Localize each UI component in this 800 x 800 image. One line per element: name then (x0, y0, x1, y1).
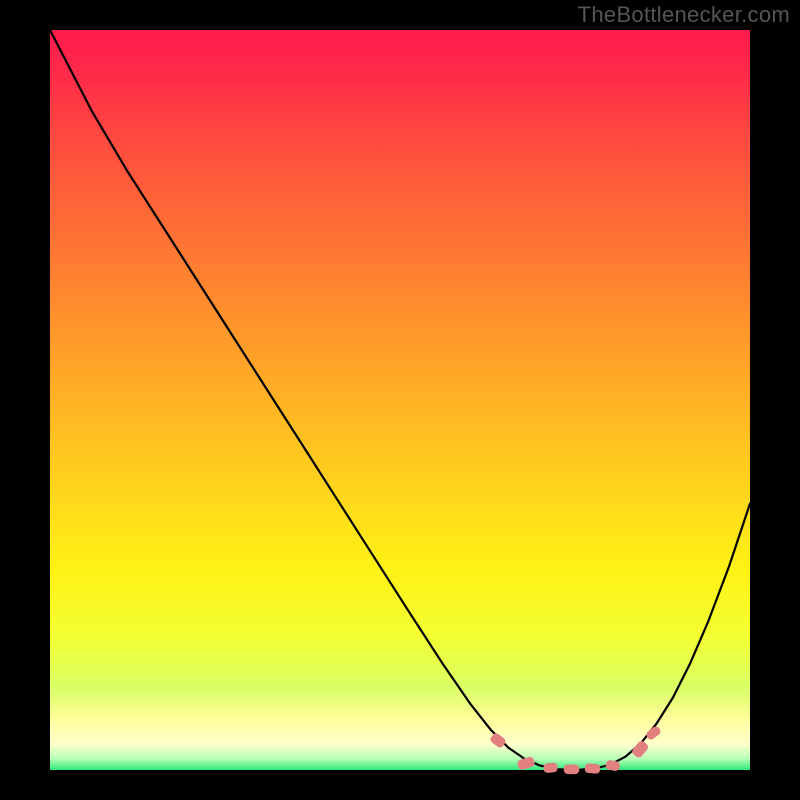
watermark-text: TheBottlenecker.com (578, 2, 790, 28)
plot-background (50, 30, 750, 770)
marker-dash (584, 763, 600, 774)
marker-dash (564, 764, 579, 774)
bottleneck-chart (0, 0, 800, 800)
marker-dash (543, 762, 558, 773)
